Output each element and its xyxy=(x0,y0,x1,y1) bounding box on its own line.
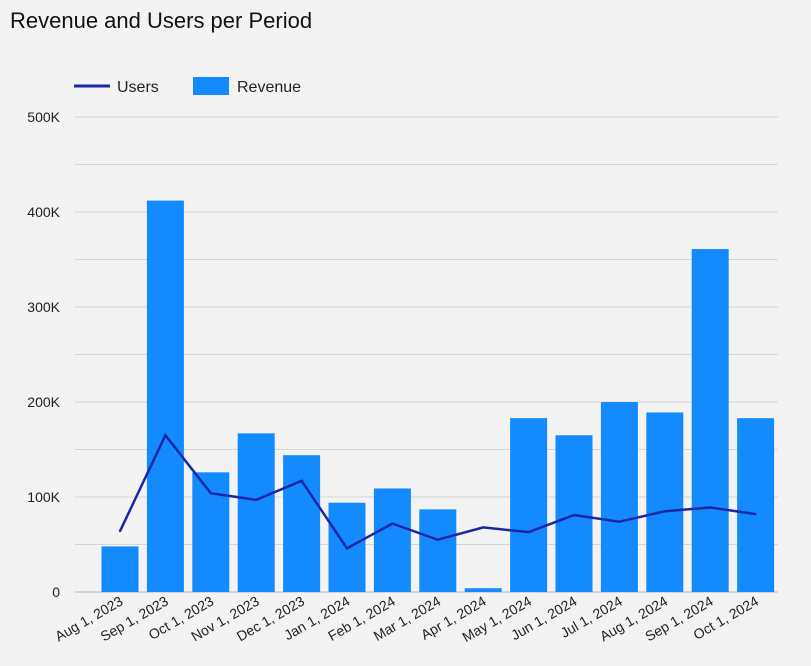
revenue-bar xyxy=(283,455,321,592)
revenue-bar xyxy=(237,433,275,592)
revenue-bar xyxy=(373,488,411,592)
users-point xyxy=(164,434,167,437)
users-point xyxy=(209,492,212,495)
users-point xyxy=(346,547,348,550)
chart-title: Revenue and Users per Period xyxy=(10,8,313,33)
y-tick-label: 500K xyxy=(27,109,60,125)
users-point xyxy=(663,510,666,513)
revenue-bar xyxy=(101,546,139,592)
users-point xyxy=(754,513,757,516)
users-point xyxy=(709,506,712,509)
legend-revenue-swatch xyxy=(193,77,229,95)
y-tick-label: 400K xyxy=(27,204,60,220)
users-point xyxy=(482,526,485,529)
revenue-bar xyxy=(600,402,638,592)
revenue-bar xyxy=(192,472,230,592)
y-tick-label: 300K xyxy=(27,299,60,315)
revenue-bar xyxy=(146,200,184,592)
users-point xyxy=(119,530,121,533)
users-point xyxy=(618,520,621,523)
revenue-bar xyxy=(737,418,775,592)
legend-revenue-label: Revenue xyxy=(237,79,301,96)
y-tick-label: 0 xyxy=(52,584,60,600)
revenue-bar xyxy=(419,509,457,592)
revenue-bar xyxy=(464,588,502,592)
y-tick-label: 200K xyxy=(27,394,60,410)
revenue-bar xyxy=(646,412,684,592)
users-point xyxy=(255,498,258,501)
users-point xyxy=(300,479,303,482)
y-tick-label: 100K xyxy=(27,489,60,505)
users-point xyxy=(391,522,394,525)
revenue-bar xyxy=(691,249,729,593)
revenue-bar xyxy=(555,435,593,592)
revenue-bar xyxy=(510,418,548,592)
users-point xyxy=(436,538,439,541)
users-point xyxy=(573,514,575,517)
users-point xyxy=(527,531,530,534)
legend-users-label: Users xyxy=(117,79,159,96)
